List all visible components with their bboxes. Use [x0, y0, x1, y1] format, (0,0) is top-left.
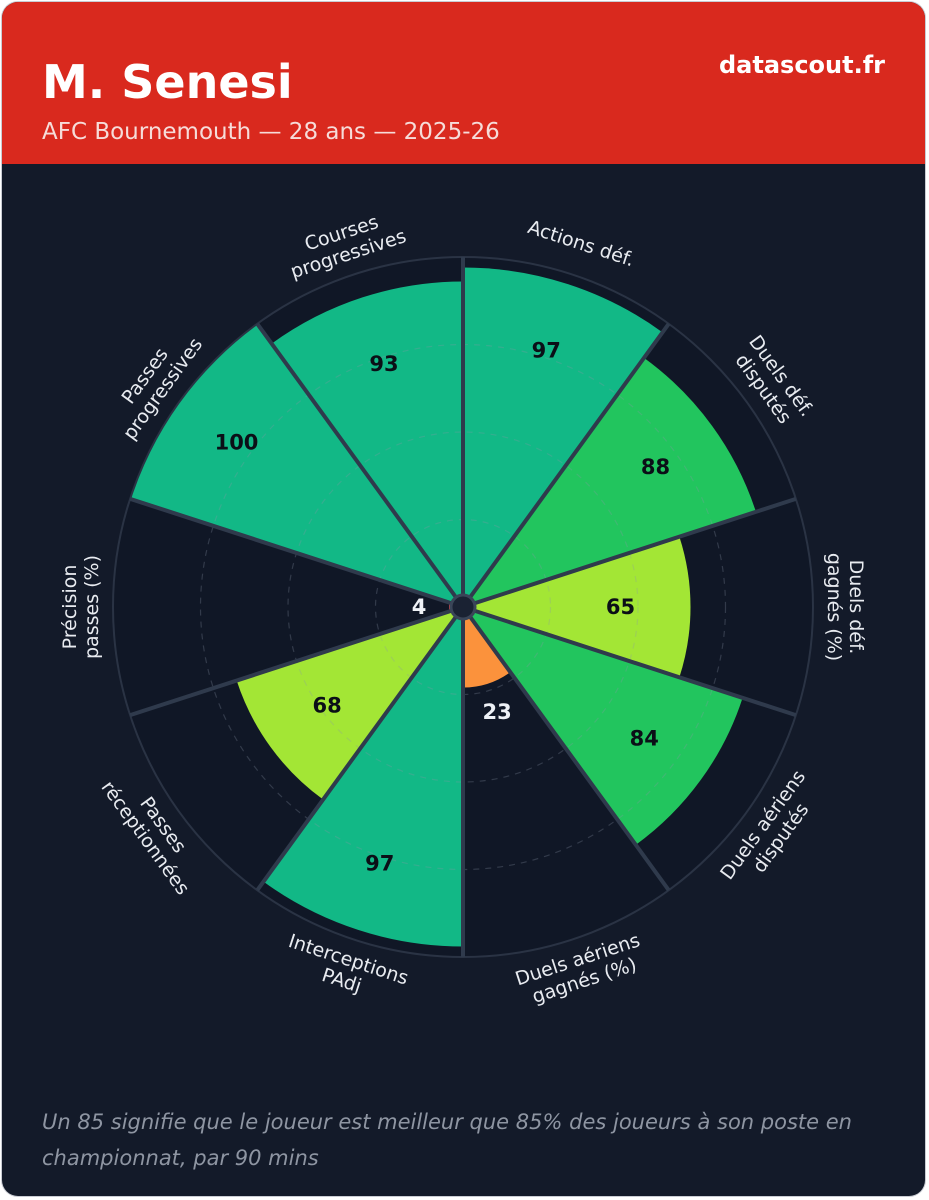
grid-ring-2	[287, 431, 639, 783]
sector-divider-9	[129, 496, 464, 609]
value-label-6: 97	[365, 851, 394, 875]
wedge-2	[463, 357, 756, 607]
value-label-1: 97	[532, 339, 561, 363]
wedge-5	[463, 607, 511, 688]
player-name: M. Senesi	[42, 55, 293, 109]
sector-divider-2	[461, 322, 671, 609]
value-label-7: 68	[312, 694, 341, 718]
value-label-9: 100	[215, 430, 259, 454]
category-label-3: Duels déf.gagnés (%)	[823, 553, 867, 661]
footer-note: Un 85 signifie que le joueur est meilleu…	[42, 1110, 852, 1170]
value-label-5: 23	[482, 700, 511, 724]
sector-divider-10	[255, 322, 465, 609]
wedge-7	[236, 607, 463, 800]
value-label-4: 84	[630, 727, 659, 751]
category-label-line: passes (%)	[81, 555, 103, 659]
category-label-line: Précision	[59, 565, 81, 650]
wedge-1	[463, 267, 663, 607]
category-label-line: gagnés (%)	[823, 553, 845, 661]
wedge-10	[271, 281, 463, 607]
category-label-line: Duels déf.	[845, 560, 867, 655]
center-hub	[449, 593, 477, 621]
wedge-9	[130, 323, 463, 607]
player-subtitle: AFC Bournemouth — 28 ans — 2025-26	[42, 119, 500, 145]
header-banner: M. Senesi AFC Bournemouth — 28 ans — 202…	[2, 2, 925, 164]
wedge-3	[463, 536, 691, 678]
value-label-10: 93	[369, 352, 398, 376]
sector-divider-3	[462, 496, 797, 609]
sector-divider-4	[462, 605, 797, 718]
sector-divider-7	[255, 605, 465, 892]
value-label-3: 65	[606, 595, 635, 619]
value-label-2: 88	[641, 455, 670, 479]
brand-label: datascout.fr	[719, 51, 885, 79]
wedge-6	[263, 607, 463, 947]
category-label-8: Précision passes (%)	[59, 555, 103, 659]
category-label-1: Actions déf.	[525, 216, 637, 271]
wedge-4	[463, 607, 743, 845]
sector-divider-5	[461, 605, 671, 892]
sector-divider-8	[129, 605, 464, 718]
value-label-8: 4	[412, 595, 427, 619]
category-label-line: Actions déf.	[525, 216, 637, 271]
